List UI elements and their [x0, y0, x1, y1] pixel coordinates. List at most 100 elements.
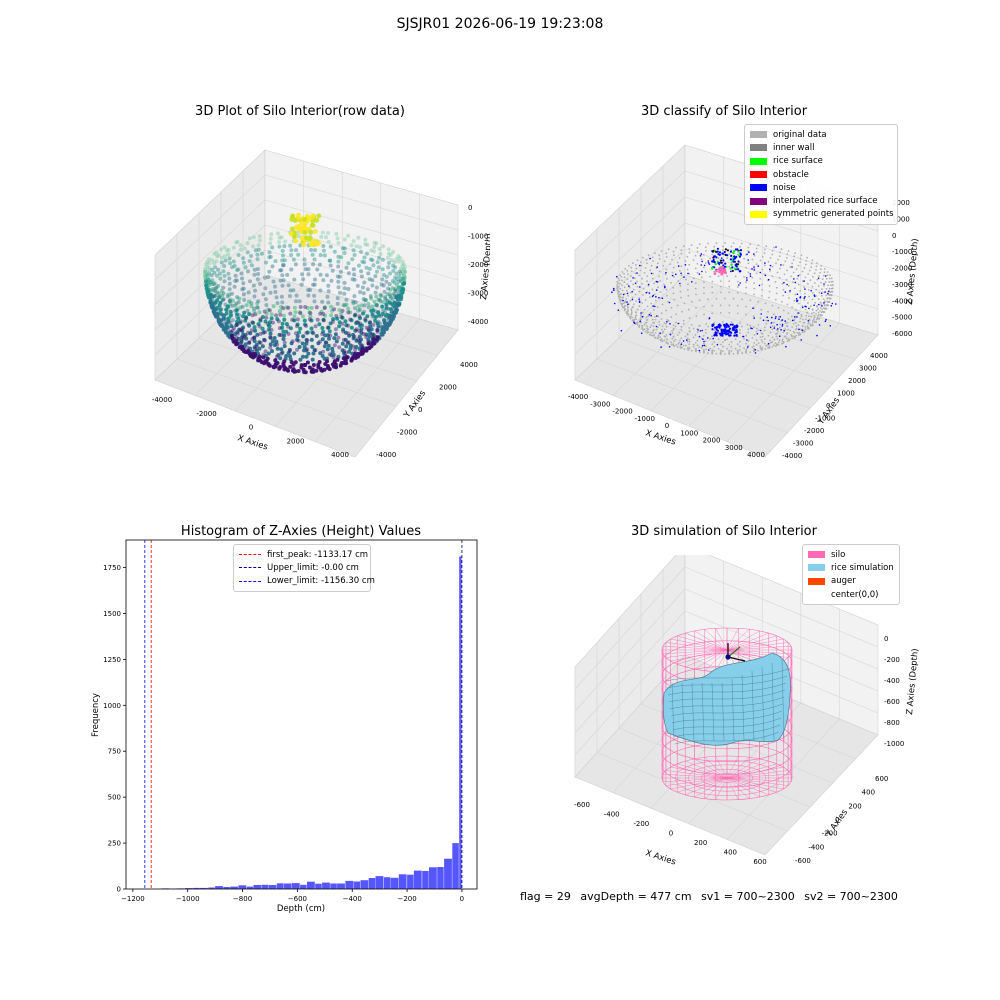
- raw-point: [252, 309, 257, 314]
- raw-point: [372, 299, 377, 304]
- raw-point: [225, 248, 229, 253]
- classify-point: [704, 246, 707, 249]
- raw-point: [346, 261, 351, 266]
- silo-floor-ring: [674, 760, 780, 796]
- classify-point: [694, 254, 697, 257]
- grid-line: [688, 310, 802, 427]
- classify-point: [646, 305, 649, 308]
- raw-point: [309, 248, 314, 252]
- classify-point: [665, 309, 668, 312]
- classify-point: [703, 350, 705, 353]
- raw-point: [219, 318, 224, 323]
- raw-point: [396, 285, 401, 290]
- classify-point: [686, 337, 689, 340]
- classify-point: [811, 321, 814, 324]
- raw-point: [340, 341, 345, 346]
- classify-point: [708, 317, 711, 320]
- raw-point: [217, 271, 222, 276]
- classify-point: [704, 340, 707, 343]
- legend-label: first_peak: -1133.17 cm: [267, 549, 369, 560]
- classify-point: [811, 308, 814, 311]
- raw-point: [309, 222, 315, 228]
- raw-point: [372, 315, 377, 320]
- classify-point: [823, 284, 825, 287]
- classify-point: [676, 304, 679, 307]
- classify-point: [654, 252, 656, 254]
- classify-point: [703, 313, 705, 316]
- classify-point: [782, 288, 785, 291]
- raw-point: [294, 331, 298, 336]
- classify-point: [717, 338, 720, 341]
- classify-point: [831, 302, 834, 305]
- rice-mesh-line: [670, 703, 784, 717]
- classify-point: [787, 250, 790, 252]
- classify-point: [742, 335, 744, 338]
- classify-point: [728, 285, 731, 288]
- raw-point: [321, 317, 326, 322]
- raw-point: [360, 285, 365, 290]
- classify-point: [804, 308, 807, 311]
- classify-point: [690, 244, 693, 246]
- raw-point: [303, 305, 308, 309]
- classify-point: [649, 331, 652, 334]
- raw-point: [278, 268, 283, 273]
- classify-point: [703, 281, 705, 284]
- raw-point: [296, 212, 301, 218]
- classify-point: [786, 340, 789, 343]
- classify-point: [749, 351, 752, 354]
- raw-point: [321, 329, 326, 334]
- classify-point: [655, 280, 658, 283]
- raw-point: [347, 333, 352, 338]
- classify-point: [688, 263, 691, 266]
- classify-point: [624, 301, 627, 304]
- classify-point: [687, 289, 689, 291]
- raw-point: [247, 323, 252, 328]
- classify-point: [611, 291, 613, 293]
- legend-entry: rice simulation: [808, 561, 894, 574]
- classify-point: [698, 325, 701, 327]
- raw-point: [264, 260, 268, 265]
- raw-point: [396, 279, 401, 284]
- classify-point: [623, 272, 625, 275]
- raw-point: [316, 213, 322, 219]
- classify-point: [647, 283, 650, 286]
- raw-point: [357, 314, 362, 319]
- x-tick-label: −600: [288, 895, 307, 903]
- silo-spoke: [677, 635, 728, 651]
- classify-point: [760, 339, 763, 341]
- classify-point: [721, 270, 725, 273]
- raw-point: [240, 304, 245, 309]
- classify-point: [745, 342, 747, 345]
- raw-point: [320, 332, 325, 336]
- classify-point: [797, 324, 800, 326]
- classify-point: [674, 338, 677, 341]
- silo-spoke: [726, 773, 792, 779]
- raw-y-tick-label: -4000: [376, 451, 396, 459]
- classify-point: [733, 260, 736, 263]
- raw-point: [366, 301, 371, 306]
- classify-point: [707, 325, 709, 328]
- raw-point: [223, 302, 228, 307]
- classify-point: [762, 319, 765, 322]
- classify-point: [695, 293, 697, 296]
- sim-y-tick-label: -600: [795, 857, 811, 865]
- classify-point: [728, 352, 731, 355]
- sim-x-tick-label: -400: [604, 811, 620, 819]
- raw-point: [280, 325, 285, 330]
- cls-z-tick-label: -1000: [892, 248, 912, 256]
- raw-point: [277, 244, 282, 249]
- classify-point: [640, 315, 642, 317]
- raw-point: [263, 349, 268, 354]
- classify-point: [627, 294, 629, 297]
- raw-point: [352, 272, 357, 277]
- classify-point: [719, 335, 722, 338]
- raw-point: [400, 268, 405, 273]
- raw-point: [386, 317, 391, 322]
- classify-point: [773, 246, 775, 249]
- raw-point: [292, 218, 298, 223]
- classify-point: [813, 316, 816, 319]
- raw-point: [277, 235, 282, 240]
- classify-point: [696, 247, 699, 249]
- classify-point: [777, 328, 779, 330]
- classify-point: [804, 328, 807, 331]
